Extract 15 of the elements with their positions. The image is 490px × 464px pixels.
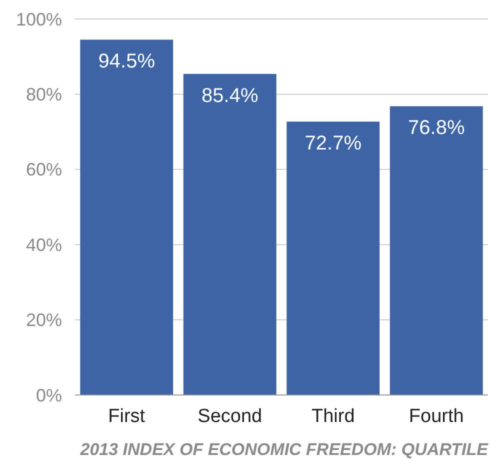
x-tick-label: Second bbox=[198, 406, 262, 427]
y-tick-label: 0% bbox=[36, 385, 62, 406]
y-tick-label: 80% bbox=[26, 84, 62, 104]
y-tick-label: 60% bbox=[26, 160, 62, 180]
data-label: 85.4% bbox=[202, 84, 258, 107]
x-axis-title: 2013 INDEX OF ECONOMIC FREEDOM: QUARTILE bbox=[79, 440, 489, 459]
data-label: 94.5% bbox=[98, 50, 156, 73]
data-label: 72.7% bbox=[304, 132, 362, 155]
y-tick-label: 40% bbox=[26, 234, 62, 255]
x-tick-label: Third bbox=[311, 406, 355, 427]
y-tick-label: 100% bbox=[16, 9, 62, 30]
x-tick-label: First bbox=[108, 406, 146, 427]
data-label: 76.8% bbox=[408, 117, 465, 140]
x-tick-label: Fourth bbox=[408, 406, 464, 427]
y-tick-label: 20% bbox=[26, 310, 62, 330]
